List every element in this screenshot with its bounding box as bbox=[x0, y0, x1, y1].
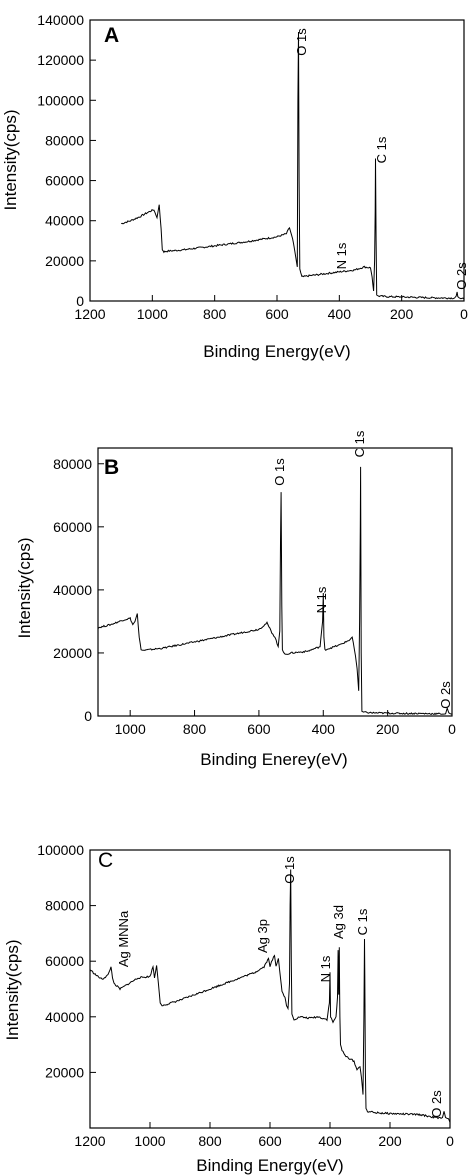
panel-b-x-tick-label: 0 bbox=[448, 721, 456, 737]
panel-c-peak-label-c1s: C 1s bbox=[355, 908, 370, 935]
panel-b-y-ticks: 0 20000 40000 60000 80000 bbox=[53, 456, 104, 724]
panel-c-peak-label-ag-3p: Ag 3p bbox=[255, 919, 270, 953]
panel-a-x-tick-label: 200 bbox=[390, 306, 414, 322]
panel-c-peak-label-n1s: N 1s bbox=[318, 955, 333, 982]
panel-c-x-tick-label: 800 bbox=[198, 1133, 222, 1149]
panel-b-peak-label-o1s: O 1s bbox=[272, 458, 287, 486]
panel-a-y-tick-label: 60000 bbox=[45, 173, 84, 189]
panel-a-y-axis-title: Intensity(cps) bbox=[1, 109, 20, 210]
panel-c-y-tick-label: 60000 bbox=[45, 953, 84, 969]
panel-c-x-tick-label: 400 bbox=[318, 1133, 342, 1149]
panel-c-x-axis-title: Binding Energy(eV) bbox=[196, 1156, 343, 1175]
panel-a-peak-label-n1s: N 1s bbox=[334, 242, 349, 269]
panel-b: 1000 800 600 400 200 0 020000400006000080000 … bbox=[15, 430, 456, 769]
panel-c-peak-label-o2s: O 2s bbox=[429, 1090, 444, 1118]
panel-a-x-tick-label: 600 bbox=[265, 306, 289, 322]
panel-b-y-axis-title: Intensity(cps) bbox=[15, 537, 34, 638]
panel-c-y-axis-title: Intensity(cps) bbox=[3, 939, 22, 1040]
panel-c-x-tick-label: 1200 bbox=[74, 1133, 105, 1149]
panel-b-x-tick-label: 200 bbox=[376, 721, 400, 737]
panel-c-letter: C bbox=[98, 849, 113, 872]
panel-c-y-tick-label: 40000 bbox=[45, 1009, 84, 1025]
panel-b-x-tick-label: 800 bbox=[183, 721, 207, 737]
panel-c-x-tick-label: 600 bbox=[258, 1133, 282, 1149]
panel-b-peak-label-c1s: C 1s bbox=[352, 430, 367, 457]
panel-c-x-ticks: 1200 1000 800 600 400 200 0 bbox=[74, 1122, 454, 1149]
panel-a-y-tick-label: 80000 bbox=[45, 132, 84, 148]
panel-a: 1200 1000 800 600 400 200 0 0 20000 40000 60000 80… bbox=[1, 12, 469, 361]
panel-b-y-tick-label: 20000 bbox=[53, 645, 92, 661]
panel-b-y-tick-label: 0 bbox=[84, 708, 92, 724]
panel-c-spectrum-line bbox=[89, 869, 451, 1123]
panel-a-x-axis-title: Binding Energy(eV) bbox=[203, 342, 350, 361]
panel-a-peak-label-o2s: O 2s bbox=[454, 262, 469, 290]
panel-c-peak-label-ag-mnna: Ag MNNa bbox=[116, 910, 131, 967]
panel-a-frame bbox=[89, 19, 465, 302]
panel-a-letter: A bbox=[104, 24, 119, 47]
panel-b-x-tick-label: 400 bbox=[312, 721, 336, 737]
panel-b-spectrum-line bbox=[97, 466, 453, 716]
panel-b-peak-label-n1s: N 1s bbox=[314, 586, 329, 613]
panel-b-x-tick-label: 1000 bbox=[115, 721, 146, 737]
panel-a-y-tick-label: 40000 bbox=[45, 213, 84, 229]
panel-a-peak-label-o1s: O 1s bbox=[294, 28, 309, 56]
panel-a-y-ticks: 0 20000 40000 60000 80000 100000 120000 140000 bbox=[37, 12, 96, 309]
panel-b-letter: B bbox=[104, 456, 119, 479]
panel-a-x-tick-label: 400 bbox=[328, 306, 352, 322]
panel-b-y-tick-label: 40000 bbox=[53, 582, 92, 598]
panel-a-y-tick-label: 20000 bbox=[45, 253, 84, 269]
panel-a-y-tick-label: 120000 bbox=[37, 52, 84, 68]
panel-c: 1200 1000 800 600 400 200 0 20000 40000 60000 800… bbox=[3, 842, 454, 1175]
panel-a-x-tick-label: 1000 bbox=[137, 306, 168, 322]
panel-c-peak-label-ag-3d: Ag 3d bbox=[331, 905, 346, 939]
panel-c-frame bbox=[89, 849, 451, 1129]
panel-a-y-tick-label: 140000 bbox=[37, 12, 84, 28]
panel-a-x-tick-label: 800 bbox=[203, 306, 227, 322]
panel-a-y-tick-label: 100000 bbox=[37, 92, 84, 108]
panel-b-x-axis-title: Binding Enerey(eV) bbox=[200, 750, 347, 769]
panel-c-y-tick-label: 80000 bbox=[45, 898, 84, 914]
panel-a-x-tick-label: 0 bbox=[460, 306, 468, 322]
panel-c-x-tick-label: 0 bbox=[446, 1133, 454, 1149]
panel-a-y-tick-label: 0 bbox=[76, 293, 84, 309]
panel-c-x-tick-label: 1000 bbox=[134, 1133, 165, 1149]
panel-b-peak-label-o2s: O 2s bbox=[438, 681, 453, 709]
panel-c-y-ticks: 20000 40000 60000 80000 100000 bbox=[37, 842, 96, 1080]
panel-c-y-tick-label: 20000 bbox=[45, 1064, 84, 1080]
panel-b-frame bbox=[97, 447, 453, 717]
panel-a-peak-label-c1s: C 1s bbox=[374, 136, 389, 163]
panel-b-x-tick-label: 600 bbox=[247, 721, 271, 737]
panel-c-y-tick-label: 100000 bbox=[37, 842, 84, 858]
panel-b-x-ticks: 1000 800 600 400 200 0 bbox=[115, 710, 456, 737]
panel-b-y-tick-label: 60000 bbox=[53, 519, 92, 535]
panel-a-x-tick-label: 1200 bbox=[74, 306, 105, 322]
panel-a-spectrum-line bbox=[120, 31, 465, 300]
panel-c-peak-label-o1s: O 1s bbox=[282, 856, 297, 884]
panel-b-y-tick-label: 80000 bbox=[53, 456, 92, 472]
panel-c-x-tick-label: 200 bbox=[378, 1133, 402, 1149]
panel-a-x-ticks: 1200 1000 800 600 400 200 0 bbox=[74, 295, 468, 322]
